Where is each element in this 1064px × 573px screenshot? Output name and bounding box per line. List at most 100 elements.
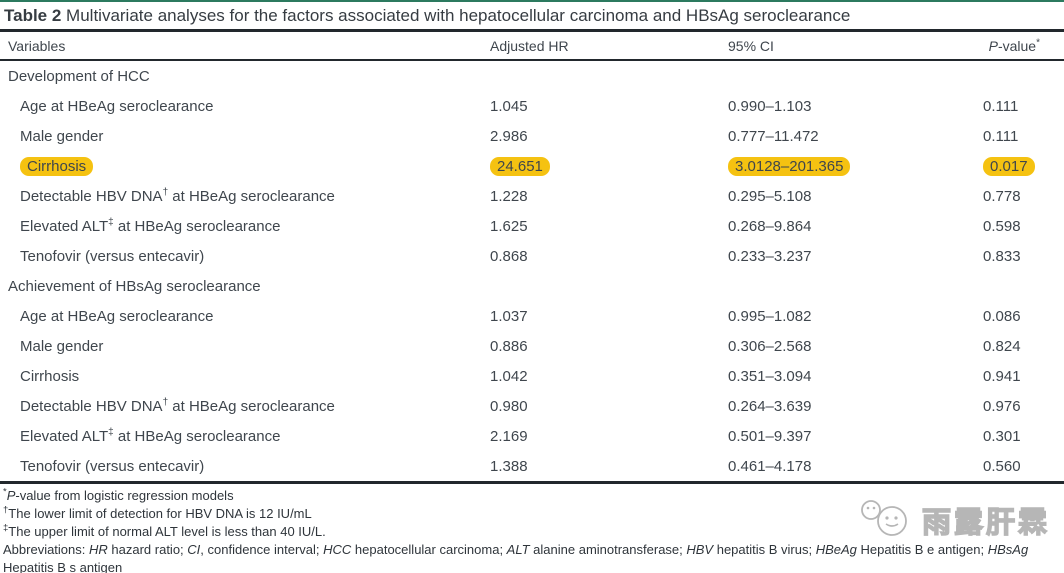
watermark-text: 雨露肝霖 <box>921 504 1050 539</box>
hr-cell: 1.625 <box>490 217 528 235</box>
footnote-text: The lower limit of detection for HBV DNA… <box>8 506 312 521</box>
hr-cell: 2.169 <box>490 427 528 445</box>
table-row: Detectable HBV DNA† at HBeAg seroclearan… <box>0 391 1064 421</box>
divider-rule <box>0 481 1064 484</box>
hr-cell: 2.986 <box>490 127 528 145</box>
footnote-line: †The lower limit of detection for HBV DN… <box>3 505 1060 523</box>
dagger-superscript: ‡ <box>108 426 114 438</box>
highlight: 0.017 <box>983 156 1035 176</box>
abbreviations-line: Abbreviations: HR hazard ratio; CI, conf… <box>3 542 1029 573</box>
ci-cell: 0.501–9.397 <box>728 427 812 445</box>
table-row: Cirrhosis 1.042 0.351–3.094 0.941 <box>0 361 1064 391</box>
table-row: Elevated ALT‡ at HBeAg seroclearance 2.16… <box>0 421 1064 451</box>
pvalue-text: -value <box>997 37 1037 54</box>
variable-cell: Age at HBeAg seroclearance <box>20 307 214 325</box>
section-title: Development of HCC <box>8 67 150 85</box>
ci-cell: 0.777–11.472 <box>728 127 819 145</box>
highlight: Cirrhosis <box>20 156 94 176</box>
pvalue-cell: 0.941 <box>983 367 1021 385</box>
abbreviation-name: HBsAg <box>987 542 1029 557</box>
column-header-adjusted-hr: Adjusted HR <box>490 37 569 54</box>
footnote-line: ‡The upper limit of normal ALT level is … <box>3 523 1060 541</box>
footnote-text: The upper limit of normal ALT level is l… <box>8 524 326 539</box>
abbreviation-name: CI <box>187 542 201 557</box>
variable-cell: Male gender <box>20 127 104 145</box>
ci-cell: 0.351–3.094 <box>728 367 812 385</box>
table-row: Detectable HBV DNA† at HBeAg seroclearan… <box>0 181 1064 211</box>
ci-cell: 0.264–3.639 <box>728 397 812 415</box>
highlight: 24.651 <box>490 156 550 176</box>
pvalue-cell: 0.778 <box>983 187 1021 205</box>
variable-cell: Elevated ALT‡ at HBeAg seroclearance <box>20 426 281 445</box>
ci-cell: 3.0128–201.365 <box>728 156 983 176</box>
dagger-superscript: † <box>3 504 9 516</box>
ci-cell: 0.990–1.103 <box>728 97 812 115</box>
ci-cell: 0.295–5.108 <box>728 187 812 205</box>
variable-cell: Cirrhosis <box>20 367 80 385</box>
pvalue-cell: 0.976 <box>983 397 1021 415</box>
hr-cell: 0.980 <box>490 397 528 415</box>
table-header-row: Variables Adjusted HR 95% CI P-value* <box>0 32 1064 59</box>
dagger-superscript: ‡ <box>108 216 114 228</box>
variable-cell: Elevated ALT‡ at HBeAg seroclearance <box>20 216 281 235</box>
hr-cell: 1.037 <box>490 307 528 325</box>
table-title: Table 2 Multivariate analyses for the fa… <box>0 2 1064 27</box>
variable-cell: Male gender <box>20 337 104 355</box>
asterisk-superscript: * <box>1036 36 1040 48</box>
watermark: 雨露肝霖 <box>854 497 1050 543</box>
footnote-text: -value from logistic regression models <box>15 488 234 503</box>
pvalue-italic-p: P <box>988 37 998 54</box>
pvalue-cell: 0.598 <box>983 217 1021 235</box>
table-row: Male gender 0.886 0.306–2.568 0.824 <box>0 331 1064 361</box>
ci-cell: 0.233–3.237 <box>728 247 812 265</box>
hr-cell: 1.045 <box>490 97 528 115</box>
variable-cell: Tenofovir (versus entecavir) <box>20 247 205 265</box>
pvalue-cell: 0.111 <box>983 127 1019 145</box>
dagger-superscript: † <box>162 396 169 408</box>
top-accent-rule <box>0 0 1064 2</box>
table-row: Male gender 2.986 0.777–11.472 0.111 <box>0 121 1064 151</box>
variable-cell: Cirrhosis <box>8 156 490 176</box>
ci-cell: 0.995–1.082 <box>728 307 812 325</box>
table-row: Age at HBeAg seroclearance 1.045 0.990–1.1… <box>0 91 1064 121</box>
table-row: Tenofovir (versus entecavir) 0.868 0.233–3… <box>0 241 1064 271</box>
divider-rule <box>0 29 1064 32</box>
ci-cell: 0.306–2.568 <box>728 337 812 355</box>
abbreviation-name: HCC <box>323 542 352 557</box>
chat-bubbles-logo-icon <box>861 500 907 536</box>
section-header-row: Achievement of HBsAg seroclearance <box>0 271 1064 301</box>
hr-cell: 0.868 <box>490 247 528 265</box>
table-row: Tenofovir (versus entecavir) 1.388 0.461–4… <box>0 451 1064 481</box>
pvalue-cell: 0.017 <box>983 156 1040 176</box>
abbreviation-name: HBeAg <box>815 542 857 557</box>
abbreviation-name: HR <box>89 542 108 557</box>
column-header-ci: 95% CI <box>728 37 774 54</box>
ci-cell: 0.461–4.178 <box>728 457 812 475</box>
column-header-pvalue: P-value* <box>983 36 1040 54</box>
section-title: Achievement of HBsAg seroclearance <box>8 277 261 295</box>
hr-cell: 24.651 <box>490 156 728 176</box>
table-row: Elevated ALT‡ at HBeAg seroclearance 1.62… <box>0 211 1064 241</box>
dagger-superscript: † <box>162 186 169 198</box>
table-caption: Multivariate analyses for the factors as… <box>61 6 851 25</box>
variable-cell: Age at HBeAg seroclearance <box>20 97 214 115</box>
hr-cell: 1.388 <box>490 457 528 475</box>
variable-cell: Tenofovir (versus entecavir) <box>20 457 205 475</box>
pvalue-cell: 0.301 <box>983 427 1021 445</box>
pvalue-cell: 0.833 <box>983 247 1021 265</box>
footnotes: *P-value from logistic regression models… <box>0 484 1064 541</box>
divider-rule <box>0 59 1064 61</box>
abbreviations-prefix: Abbreviations: <box>3 542 89 557</box>
variable-cell: Detectable HBV DNA† at HBeAg seroclearan… <box>20 396 335 415</box>
table-row: Age at HBeAg seroclearance 1.037 0.995–1.0… <box>0 301 1064 331</box>
abbreviation-name: ALT <box>506 542 530 557</box>
pvalue-cell: 0.824 <box>983 337 1021 355</box>
footnote-line: *P-value from logistic regression models <box>3 487 1060 505</box>
table-body: Development of HCC Age at HBeAg seroclear… <box>0 61 1064 481</box>
variable-cell: Detectable HBV DNA† at HBeAg seroclearan… <box>20 186 335 205</box>
pvalue-cell: 0.086 <box>983 307 1021 325</box>
pvalue-cell: 0.111 <box>983 97 1019 115</box>
hr-cell: 1.228 <box>490 187 528 205</box>
double-dagger-superscript: ‡ <box>3 522 9 534</box>
table-number-label: Table 2 <box>4 6 62 25</box>
